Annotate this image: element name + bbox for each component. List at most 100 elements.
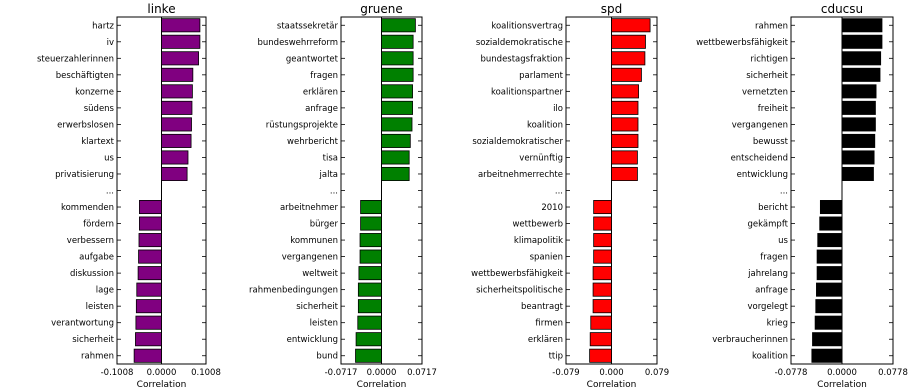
bar-vernetzten [841, 84, 877, 99]
y-tick-label: weltweit [302, 269, 338, 279]
y-tick-label: rahmen [81, 352, 114, 362]
y-tick-label: beschäftigten [56, 71, 114, 81]
bar-leisten [357, 315, 382, 330]
y-tick-label: südens [84, 104, 115, 114]
y-tick-label: us [104, 153, 114, 163]
bar-rüstungsprojekte [381, 117, 413, 132]
bar-erklären [381, 84, 413, 99]
y-tick-label: steuerzahlerinnen [37, 54, 114, 64]
y-tick-label: sicherheit [72, 335, 114, 345]
bar-parlament [611, 67, 642, 82]
y-tick-label: kommunen [290, 236, 338, 246]
bar-2010 [593, 200, 612, 215]
chart-panel-spd: koalitionsvertrag sozialdemokratische bund… [471, 2, 669, 389]
bar-richtigen [841, 51, 882, 66]
bar-ilo [611, 100, 639, 115]
y-tick-label: konzerne [75, 87, 114, 97]
y-tick-label: gekämpft [748, 220, 789, 230]
y-tick-label: rüstungsprojekte [266, 120, 338, 130]
bar-us [161, 150, 189, 165]
y-tick-label: bericht [758, 203, 789, 213]
bar-ttip [589, 348, 612, 363]
y-tick-label: entscheidend [731, 153, 788, 163]
y-tick-label: vorgelegt [747, 302, 788, 312]
x-tick-label: -0.1008 [101, 368, 134, 378]
y-tick-label: koalition [527, 120, 563, 130]
bar-vorgelegt [815, 299, 843, 314]
y-tick-label: entwicklung [737, 170, 788, 180]
bar-wettbewerb [593, 216, 612, 231]
x-axis-label: Correlation [587, 380, 637, 389]
y-tick-label: rahmen [755, 21, 788, 31]
y-tick-label: iv [107, 38, 114, 48]
bar-us [817, 233, 843, 248]
bar-sozialdemokratischer [611, 133, 639, 148]
y-tick-label: ... [780, 187, 788, 197]
y-tick-label: bürger [310, 220, 339, 230]
bar-erwerbslosen [161, 117, 192, 132]
x-tick-label: 0.079 [645, 368, 669, 378]
bar-rahmen [841, 18, 883, 33]
bar-koalitionspartner [611, 84, 639, 99]
y-tick-label: vergangenen [282, 253, 338, 263]
bar-diskussion [137, 266, 162, 281]
y-tick-label: verbessern [67, 236, 114, 246]
y-tick-label: verantwortung [51, 319, 114, 329]
bar-sicherheit [135, 332, 162, 347]
bar-verbraucherinnen [812, 332, 843, 347]
y-tick-label: diskussion [70, 269, 114, 279]
bar-koalition [811, 348, 843, 363]
bar-vergangenen [841, 117, 876, 132]
bar-bürger [360, 216, 382, 231]
y-tick-label: arbeitnehmer [280, 203, 339, 213]
y-tick-label: freiheit [758, 104, 789, 114]
x-tick-label: 0.0000 [147, 368, 177, 378]
bar-arbeitnehmerrechte [611, 166, 638, 181]
y-tick-label: tisa [323, 153, 338, 163]
y-tick-label: bewusst [753, 137, 789, 147]
bar-staatssekretär [381, 18, 416, 33]
bar-freiheit [841, 100, 876, 115]
bar-anfrage [381, 100, 413, 115]
bar-rahmenbedingungen [357, 282, 382, 297]
bar-beantragt [592, 299, 612, 314]
y-tick-label: geantwortet [286, 54, 339, 64]
y-tick-label: verbraucherinnen [712, 335, 788, 345]
y-tick-label: leisten [310, 319, 338, 329]
x-axis-label: Correlation [817, 380, 867, 389]
bar-wettbewerbsfähigkeit [592, 266, 612, 281]
y-tick-label: anfrage [755, 286, 788, 296]
y-tick-label: staatssekretär [277, 21, 339, 31]
y-tick-label: erwerbslosen [57, 120, 114, 130]
y-tick-label: jalta [319, 170, 338, 180]
y-tick-label: bundeswehrreform [258, 38, 339, 48]
y-tick-label: ... [330, 187, 338, 197]
y-tick-label: anfrage [305, 104, 338, 114]
y-tick-label: sozialdemokratische [476, 38, 563, 48]
bar-lage [136, 282, 162, 297]
bar-vergangenen [359, 249, 382, 264]
y-tick-label: wettbewerb [512, 220, 563, 230]
y-tick-label: vergangenen [732, 120, 788, 130]
bar-fragen [381, 67, 414, 82]
y-tick-label: aufgabe [79, 253, 114, 263]
bar-arbeitnehmer [360, 200, 382, 215]
bar-wettbewerbsfähigkeit [841, 34, 883, 49]
bar-klartext [161, 133, 192, 148]
bar-weltweit [358, 266, 382, 281]
y-tick-label: arbeitnehmerrechte [478, 170, 563, 180]
bar-fragen [816, 249, 843, 264]
bar-wehrbericht [381, 133, 411, 148]
y-tick-label: ilo [553, 104, 563, 114]
y-tick-label: sicherheit [296, 302, 338, 312]
bar-bericht [819, 200, 843, 215]
bar-koalition [611, 117, 639, 132]
y-tick-label: 2010 [541, 203, 563, 213]
y-tick-label: sicherheit [746, 71, 788, 81]
bar-bundeswehrreform [381, 34, 414, 49]
bar-tisa [381, 150, 410, 165]
x-tick-label: 0.1008 [191, 368, 221, 378]
y-tick-label: fragen [310, 71, 338, 81]
y-tick-label: hartz [92, 21, 114, 31]
